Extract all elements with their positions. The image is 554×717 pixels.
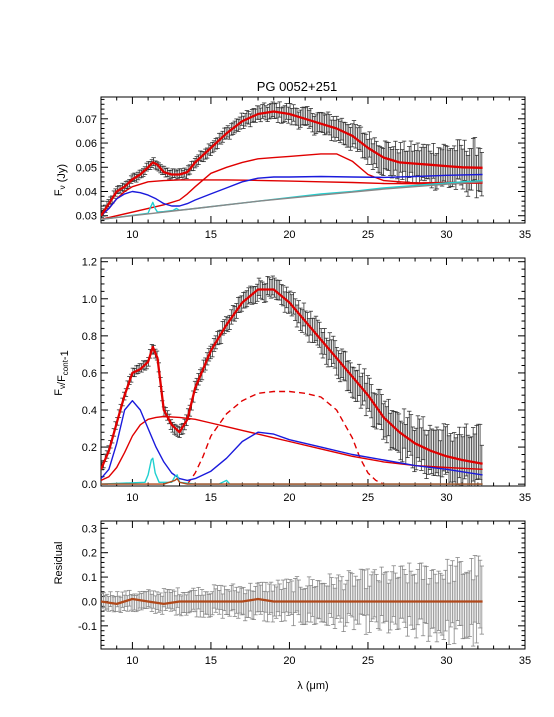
series-red-dashed-component — [186, 390, 384, 485]
y-tick-label: 0.0 — [82, 596, 97, 608]
series-total-fit — [101, 288, 483, 470]
plot-frame — [100, 520, 526, 650]
plot-frame — [100, 96, 526, 224]
y-tick-label: 0.06 — [76, 138, 97, 150]
x-tick-label: 20 — [283, 229, 295, 241]
panel-residual: 10 15 20 25 30 35 -0.1 0.0 0.1 0.2 0.3 — [78, 520, 531, 667]
y-tick-label: 0.8 — [82, 331, 97, 343]
x-tick-label: 35 — [519, 655, 531, 667]
x-tick-label: 35 — [519, 229, 531, 241]
x-tick-label: 30 — [440, 229, 452, 241]
series-blue-component — [101, 400, 483, 482]
y-tick-label: 1.2 — [82, 257, 97, 269]
series-red-component-2 — [101, 153, 483, 221]
x-tick-label: 10 — [126, 655, 138, 667]
y-tick-label: 0.07 — [76, 114, 97, 126]
y-tick-label: -0.1 — [78, 621, 97, 633]
series-red-component-1 — [101, 179, 483, 217]
series-brown-component — [101, 477, 483, 485]
y-tick-label: 0.1 — [82, 572, 97, 584]
data-error-bars — [101, 555, 485, 647]
y-tick-label: 0.2 — [82, 442, 97, 454]
x-axis-label: λ (μm) — [297, 680, 328, 692]
y-axis-label-normalized: Fν/Fcont-1 — [53, 350, 71, 395]
x-tick-label: 25 — [362, 655, 374, 667]
y-tick-label: 0.3 — [82, 523, 97, 535]
plot-frame — [100, 257, 526, 487]
x-tick-label: 35 — [519, 492, 531, 504]
series-blue-component — [101, 173, 483, 217]
y-axis-label-residual: Residual — [53, 542, 65, 585]
chart-title: PG 0052+251 — [257, 79, 338, 94]
panel-flux: 10 15 20 25 30 35 0.03 0.04 0.05 0.06 0.07 — [76, 96, 531, 241]
y-tick-label: 0.03 — [76, 211, 97, 223]
x-tick-label: 15 — [205, 492, 217, 504]
y-tick-label: 0.6 — [82, 368, 97, 380]
x-tick-label: 30 — [440, 655, 452, 667]
panel-normalized: 10 15 20 25 30 35 0.0 0.2 0.4 0.6 0.8 1.0 1.2 — [82, 257, 531, 504]
y-tick-label: 0.05 — [76, 162, 97, 174]
y-axis-label-flux: Fν (Jy) — [53, 164, 68, 196]
x-tick-label: 25 — [362, 229, 374, 241]
series-residual-fit — [101, 597, 483, 606]
series-red-component-1 — [101, 415, 483, 482]
y-tick-label: 0.2 — [82, 548, 97, 560]
x-tick-label: 10 — [126, 492, 138, 504]
x-tick-label: 20 — [283, 492, 295, 504]
x-tick-label: 25 — [362, 492, 374, 504]
series-cyan-component — [101, 457, 483, 485]
x-tick-label: 15 — [205, 655, 217, 667]
x-tick-label: 20 — [283, 655, 295, 667]
series-total-fit — [101, 110, 483, 217]
y-tick-label: 1.0 — [82, 294, 97, 306]
y-tick-label: 0.4 — [82, 405, 97, 417]
x-tick-label: 10 — [126, 229, 138, 241]
x-tick-label: 15 — [205, 229, 217, 241]
y-tick-label: 0.0 — [82, 479, 97, 491]
x-tick-label: 30 — [440, 492, 452, 504]
series-grey-continuum — [101, 181, 483, 221]
y-tick-label: 0.04 — [76, 187, 97, 199]
